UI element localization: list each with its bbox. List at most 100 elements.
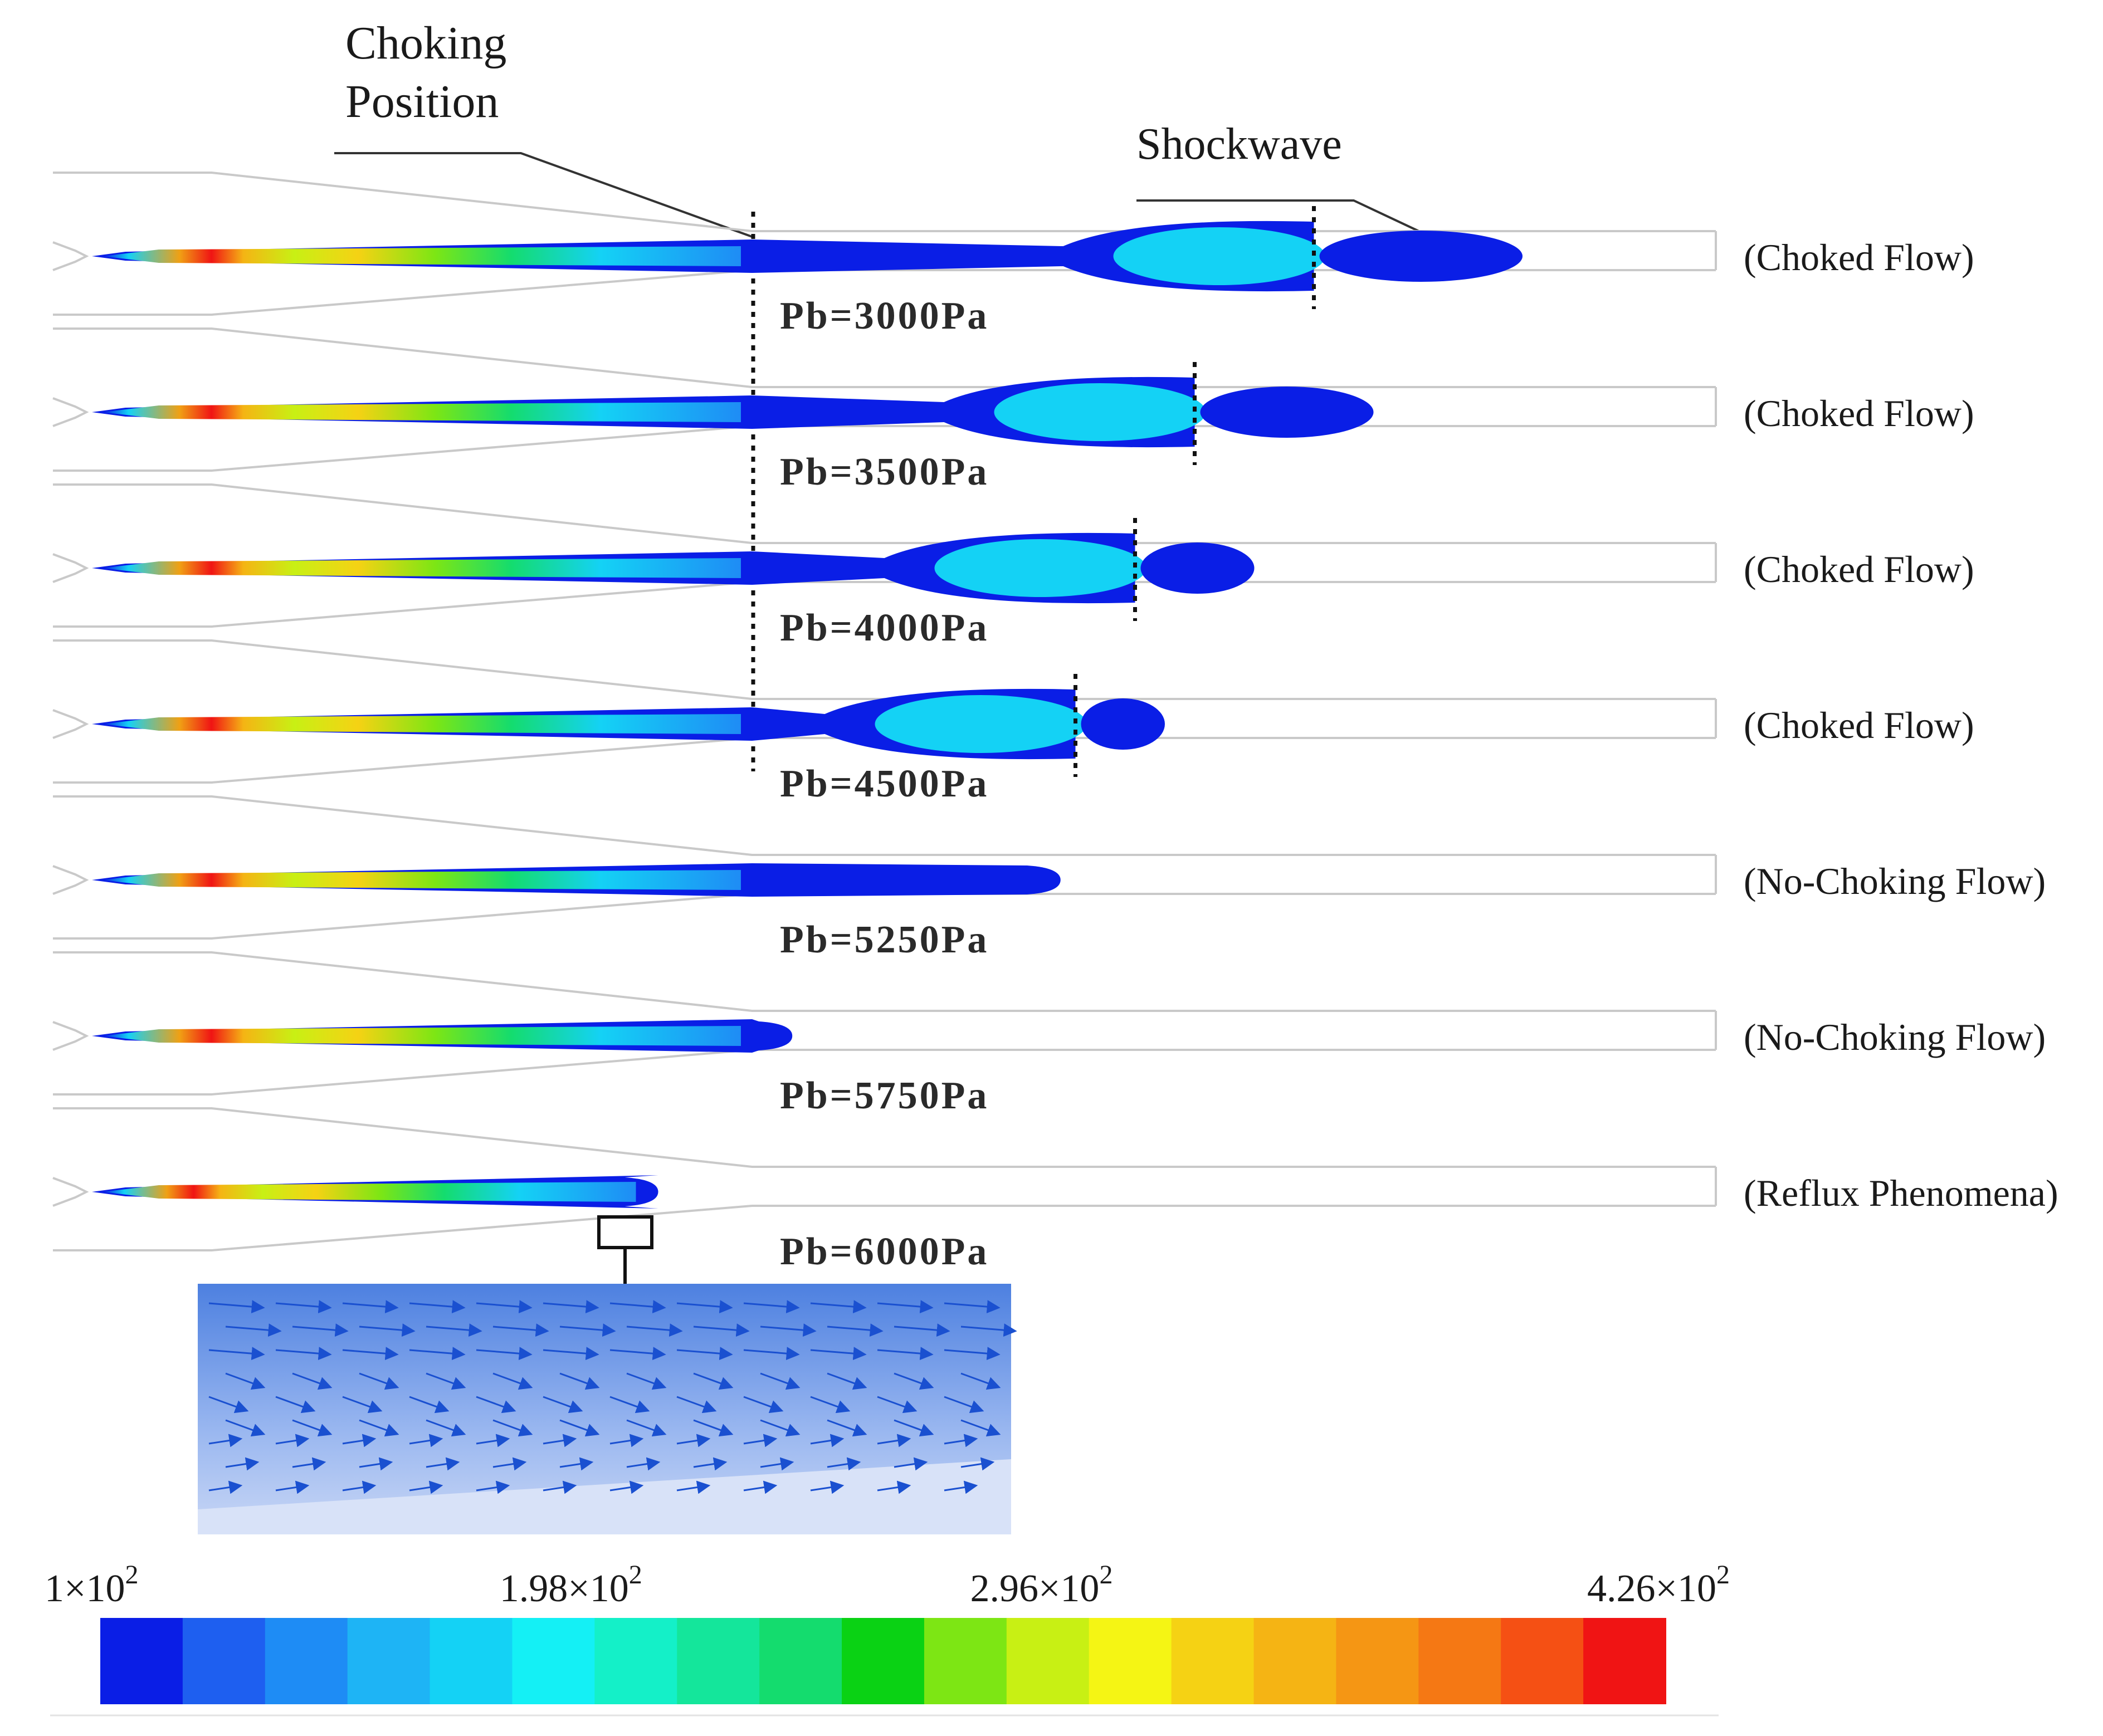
velocity-vector <box>543 1347 599 1361</box>
primary-nozzle <box>52 1177 89 1207</box>
pressure-label: Pb=4500Pa <box>780 762 989 805</box>
velocity-vector <box>693 1323 750 1337</box>
jet-core <box>103 714 741 734</box>
primary-nozzle <box>52 241 89 271</box>
ejector-lower-wall <box>53 1049 1716 1096</box>
colorbar-swatch <box>1501 1618 1584 1704</box>
inset-source-box <box>597 1215 653 1249</box>
velocity-vector <box>559 1372 600 1390</box>
velocity-vector <box>409 1434 443 1448</box>
velocity-vector <box>626 1457 661 1471</box>
pressure-label: Pb=3500Pa <box>780 451 989 493</box>
jet-bulge-core <box>934 539 1146 597</box>
ejector-upper-wall <box>53 951 1716 1012</box>
colorbar-tick-label: 4.26×102 <box>1587 1560 1730 1610</box>
pressure-label: Pb=5750Pa <box>780 1074 989 1117</box>
velocity-vector <box>476 1434 510 1448</box>
flow-regime-label: (Reflux Phenomena) <box>1744 1172 2058 1214</box>
inset-callout <box>597 1215 653 1287</box>
choking-label-line1: Choking <box>345 17 506 69</box>
velocity-vector <box>676 1434 711 1448</box>
velocity-vector <box>426 1457 460 1471</box>
velocity-vector <box>359 1323 416 1337</box>
colorbar-tick-label: 1×102 <box>45 1560 138 1610</box>
velocity-vector <box>693 1457 728 1471</box>
velocity-vector <box>292 1323 349 1337</box>
velocity-vector <box>810 1434 845 1448</box>
velocity-vector <box>559 1419 600 1437</box>
post-shock-plume <box>1319 231 1523 282</box>
flow-regime-label: (Choked Flow) <box>1744 704 1974 746</box>
velocity-vector <box>676 1347 733 1361</box>
velocity-vector <box>743 1480 778 1494</box>
flow-regime-label: (Choked Flow) <box>1744 392 1974 434</box>
velocity-vector <box>827 1419 867 1437</box>
velocity-vector <box>208 1480 243 1494</box>
velocity-vector <box>960 1419 1001 1437</box>
ejector-upper-wall <box>53 639 1716 700</box>
colorbar-swatch <box>1418 1618 1502 1704</box>
velocity-vector <box>492 1457 527 1471</box>
jet-core <box>103 246 741 266</box>
jet-core <box>103 1182 636 1202</box>
colorbar-swatch <box>512 1618 596 1704</box>
velocity-vector <box>877 1347 934 1361</box>
velocity-vector <box>208 1396 249 1414</box>
case-row: Pb=5750Pa (No-Choking Flow) <box>52 951 2046 1117</box>
velocity-vector <box>960 1372 1001 1390</box>
velocity-vector <box>342 1434 377 1448</box>
ejector-lower-wall <box>53 737 1716 784</box>
velocity-vector <box>559 1457 594 1471</box>
jet-bulge-core <box>875 695 1087 753</box>
velocity-vector <box>760 1419 801 1437</box>
velocity-vector <box>275 1480 310 1494</box>
velocity-vector <box>693 1372 734 1390</box>
primary-nozzle <box>52 709 89 739</box>
velocity-vector <box>609 1300 666 1314</box>
velocity-vector <box>275 1300 332 1314</box>
ejector-upper-wall <box>53 795 1716 856</box>
colorbar-swatch <box>1336 1618 1419 1704</box>
velocity-vector <box>609 1480 644 1494</box>
velocity-vector <box>543 1396 583 1414</box>
velocity-vector <box>225 1372 266 1390</box>
pressure-label: Pb=4000Pa <box>780 607 989 649</box>
jet-bulge-core <box>1113 227 1325 285</box>
velocity-vector <box>476 1396 516 1414</box>
velocity-vector <box>810 1480 845 1494</box>
velocity-vector <box>409 1347 466 1361</box>
velocity-vector <box>760 1457 794 1471</box>
velocity-vector <box>409 1300 466 1314</box>
post-shock-plume <box>1140 542 1255 594</box>
velocity-vector <box>359 1419 399 1437</box>
velocity-vector <box>944 1434 978 1448</box>
pressure-label: Pb=3000Pa <box>780 295 989 338</box>
velocity-vector <box>894 1372 934 1390</box>
colorbar-swatch <box>1171 1618 1255 1704</box>
pressure-label: Pb=5250Pa <box>780 918 989 961</box>
velocity-vector <box>275 1347 332 1361</box>
velocity-vector <box>225 1457 260 1471</box>
ejector-lower-wall <box>53 893 1716 940</box>
colorbar-swatch <box>759 1618 843 1704</box>
pressure-label: Pb=6000Pa <box>780 1230 989 1273</box>
colorbar: 1×102 1.98×102 2.96×102 4.26×102 <box>45 1560 1730 1717</box>
velocity-vector <box>626 1323 683 1337</box>
choking-leader-line <box>334 152 753 238</box>
case-row: Pb=4000Pa (Choked Flow) <box>52 483 1974 649</box>
velocity-vector <box>208 1434 243 1448</box>
flow-regime-label: (No-Choking Flow) <box>1744 1016 2046 1058</box>
velocity-vector <box>476 1347 533 1361</box>
primary-nozzle <box>52 865 89 895</box>
velocity-vector <box>225 1323 282 1337</box>
velocity-vector <box>609 1434 644 1448</box>
pressure-cases: Pb=3000Pa (Choked Flow) Pb=3500Pa (Choked F… <box>52 172 2058 1273</box>
colorbar-swatch <box>265 1618 348 1704</box>
flow-regime-label: (Choked Flow) <box>1744 548 1974 590</box>
ejector-upper-wall <box>53 483 1716 544</box>
velocity-vector <box>960 1323 1017 1337</box>
velocity-vector <box>894 1323 950 1337</box>
inset-wall <box>198 1459 1011 1534</box>
colorbar-swatch <box>677 1618 760 1704</box>
colorbar-swatch <box>1253 1618 1337 1704</box>
